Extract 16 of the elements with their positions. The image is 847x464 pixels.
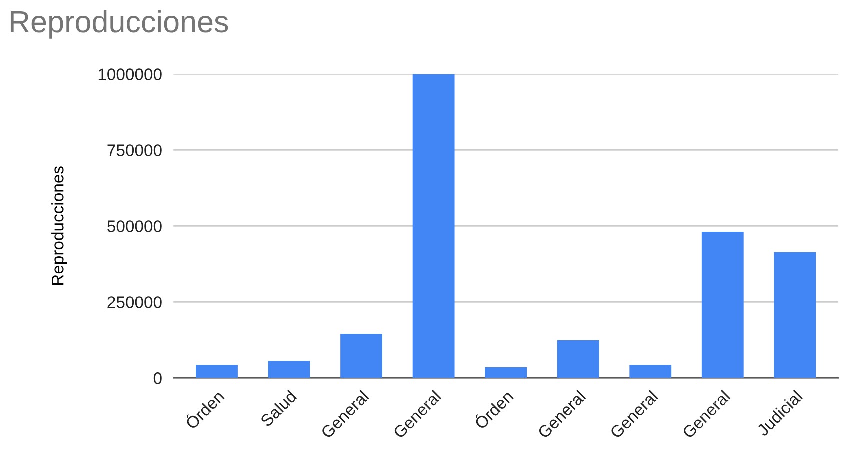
y-tick-label: 250000 <box>108 296 162 308</box>
y-axis-title: Reproducciones <box>52 166 68 286</box>
bar <box>268 361 310 378</box>
y-tick-label: 1000000 <box>98 68 162 80</box>
bar <box>485 368 528 378</box>
bar <box>557 340 600 378</box>
bar <box>340 334 382 378</box>
chart-title: Reproducciones <box>10 10 228 39</box>
y-tick-label: 750000 <box>108 144 162 156</box>
bar <box>412 74 455 378</box>
bar <box>196 365 238 378</box>
bar <box>774 252 816 378</box>
y-tick-label: 0 <box>154 372 162 384</box>
bar <box>702 232 744 378</box>
y-tick-label: 500000 <box>108 220 162 232</box>
bar <box>630 365 672 378</box>
